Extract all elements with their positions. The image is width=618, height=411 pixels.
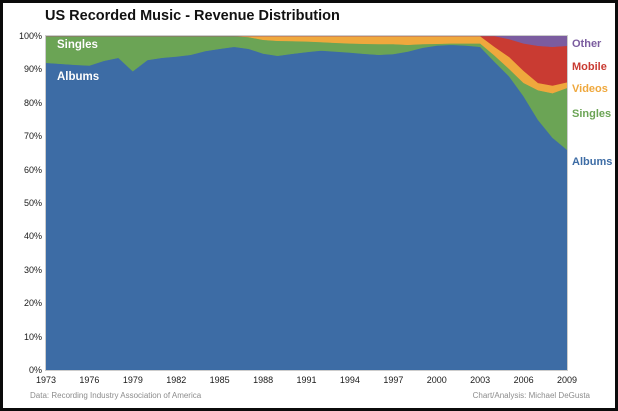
legend-label-videos: Videos (572, 82, 608, 95)
x-tick-1985: 1985 (209, 375, 230, 385)
y-tick-80: 80% (23, 97, 42, 108)
legend-label-other: Other (572, 37, 602, 50)
credit-note: Chart/Analysis: Michael DeGusta (472, 391, 590, 400)
y-tick-10: 10% (23, 331, 42, 342)
legend-label-albums: Albums (572, 155, 613, 168)
x-tick-2006: 2006 (513, 375, 534, 385)
plot-border (45, 35, 568, 371)
x-tick-2003: 2003 (470, 375, 491, 385)
chart-title: US Recorded Music - Revenue Distribution (45, 8, 340, 24)
y-tick-0: 0% (28, 365, 42, 375)
x-tick-1982: 1982 (166, 375, 187, 385)
x-tick-1997: 1997 (383, 375, 404, 385)
y-tick-30: 30% (23, 264, 42, 275)
y-tick-20: 20% (23, 298, 42, 309)
y-tick-100: 100% (18, 31, 42, 41)
x-tick-1988: 1988 (253, 375, 274, 385)
area-albums (45, 44, 568, 371)
y-tick-50: 50% (23, 198, 42, 208)
x-tick-2000: 2000 (426, 375, 447, 385)
legend-label-mobile: Mobile (572, 60, 607, 73)
area-label-singles: Singles (57, 39, 98, 51)
x-tick-1979: 1979 (122, 375, 143, 385)
y-tick-60: 60% (23, 164, 42, 175)
area-label-albums: Albums (57, 71, 100, 83)
x-tick-1976: 1976 (79, 375, 100, 385)
x-tick-2009: 2009 (556, 375, 578, 385)
x-tick-1991: 1991 (296, 375, 317, 385)
y-tick-40: 40% (23, 231, 42, 242)
y-tick-90: 90% (23, 64, 42, 75)
x-tick-1973: 1973 (35, 375, 57, 385)
data-source-note: Data: Recording Industry Association of … (30, 391, 202, 400)
y-tick-70: 70% (23, 131, 42, 142)
x-tick-1994: 1994 (339, 375, 360, 385)
legend-label-singles: Singles (572, 107, 612, 120)
